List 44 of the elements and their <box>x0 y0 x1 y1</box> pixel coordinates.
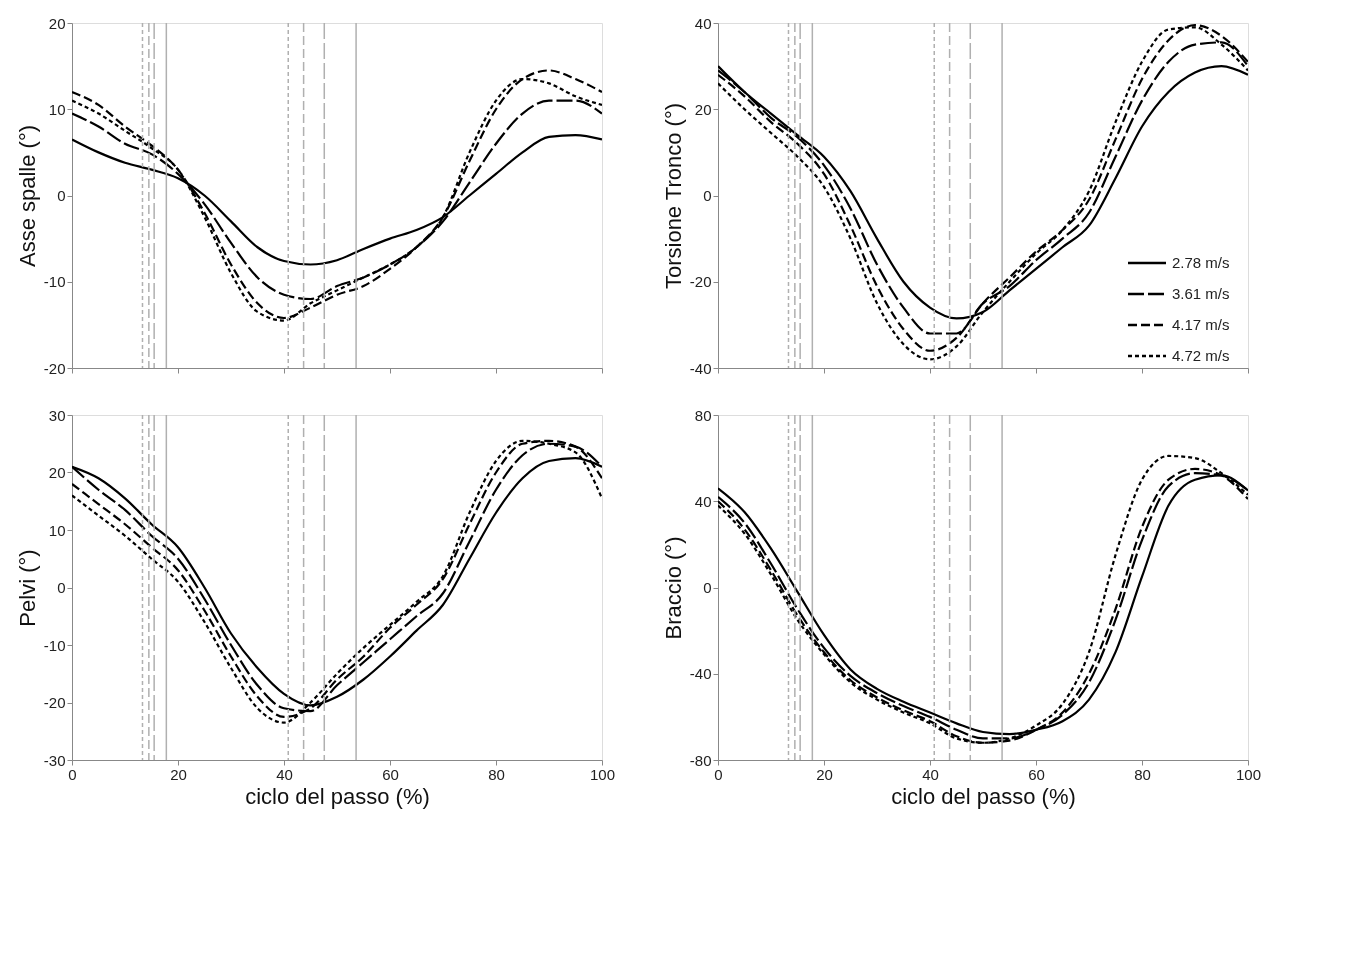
x-tick-label: 80 <box>1134 765 1151 783</box>
y-tick-label: 0 <box>57 579 66 596</box>
y-axis-title: Asse spalle (°) <box>14 124 40 268</box>
y-tick-label: 20 <box>694 100 712 118</box>
x-axis-title: ciclo del passo (%) <box>891 783 1076 809</box>
y-axis-title: Torsione Tronco (°) <box>660 102 686 290</box>
x-tick-label: 20 <box>170 765 187 783</box>
y-axis-title: Pelvi (°) <box>14 549 40 627</box>
y-tick-label: -20 <box>43 359 66 377</box>
x-tick-label: 100 <box>589 765 616 783</box>
y-tick-label: -10 <box>43 273 66 291</box>
y-tick-label: 20 <box>48 464 66 481</box>
x-tick-label: 0 <box>714 765 723 783</box>
y-tick-label: -30 <box>43 751 66 769</box>
x-tick-label: 60 <box>382 765 399 783</box>
y-tick-label: -10 <box>43 636 66 654</box>
x-axis-title: ciclo del passo (%) <box>245 783 430 809</box>
legend-label: 3.61 m/s <box>1172 285 1230 302</box>
y-tick-label: 40 <box>694 492 712 510</box>
y-axis-title: Braccio (°) <box>660 536 686 640</box>
x-tick-label: 40 <box>922 765 939 783</box>
y-tick-label: -40 <box>689 665 712 683</box>
y-tick-label: 80 <box>694 406 712 424</box>
x-tick-label: 80 <box>488 765 505 783</box>
x-tick-label: 60 <box>1028 765 1045 783</box>
legend-label: 4.17 m/s <box>1172 316 1230 333</box>
y-tick-label: -20 <box>689 273 712 291</box>
y-tick-label: 10 <box>48 100 66 118</box>
y-tick-label: 0 <box>703 579 712 596</box>
y-tick-label: 20 <box>48 14 66 32</box>
x-tick-label: 100 <box>1235 765 1262 783</box>
x-tick-label: 40 <box>276 765 293 783</box>
x-tick-label: 20 <box>816 765 833 783</box>
y-tick-label: 30 <box>48 406 66 424</box>
y-tick-label: -40 <box>689 359 712 377</box>
legend-label: 4.72 m/s <box>1172 347 1230 364</box>
y-tick-label: -80 <box>689 751 712 769</box>
y-tick-label: 10 <box>48 521 66 539</box>
y-tick-label: -20 <box>43 694 66 711</box>
y-tick-label: 40 <box>694 14 712 32</box>
y-tick-label: 0 <box>57 187 66 204</box>
legend-label: 2.78 m/s <box>1172 254 1230 271</box>
x-tick-label: 0 <box>68 765 77 783</box>
y-tick-label: 0 <box>703 187 712 204</box>
